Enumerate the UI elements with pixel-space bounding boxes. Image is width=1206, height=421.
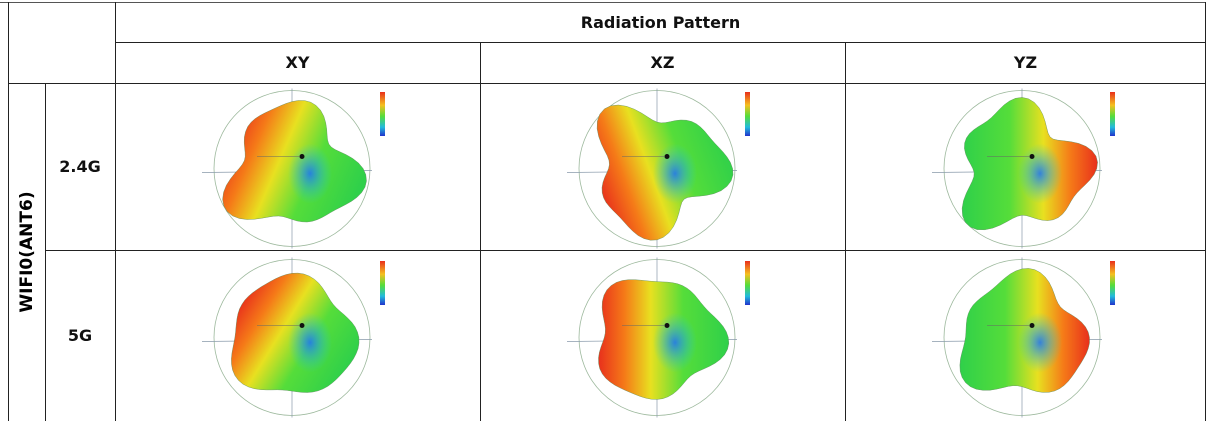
radiation-pattern (201, 88, 385, 248)
border (845, 42, 846, 421)
radiation-pattern (201, 257, 385, 417)
border (8, 2, 9, 421)
row-label: 2.4G (59, 157, 101, 176)
border (45, 250, 1206, 251)
border (0, 2, 1206, 3)
radiation-pattern (931, 88, 1115, 248)
row-label: 5G (67, 326, 93, 345)
border (115, 42, 1206, 43)
border (45, 83, 46, 421)
radiation-pattern (566, 88, 750, 248)
row-group-label: WIFI0(ANT6) (17, 191, 37, 313)
column-header: XZ (650, 53, 675, 72)
column-header: YZ (1013, 53, 1038, 72)
border (115, 2, 116, 421)
radiation-pattern (566, 257, 750, 417)
border (8, 83, 1206, 84)
table-title: Radiation Pattern (580, 12, 741, 32)
radiation-pattern (931, 257, 1115, 417)
border (480, 42, 481, 421)
column-header: XY (285, 53, 310, 72)
